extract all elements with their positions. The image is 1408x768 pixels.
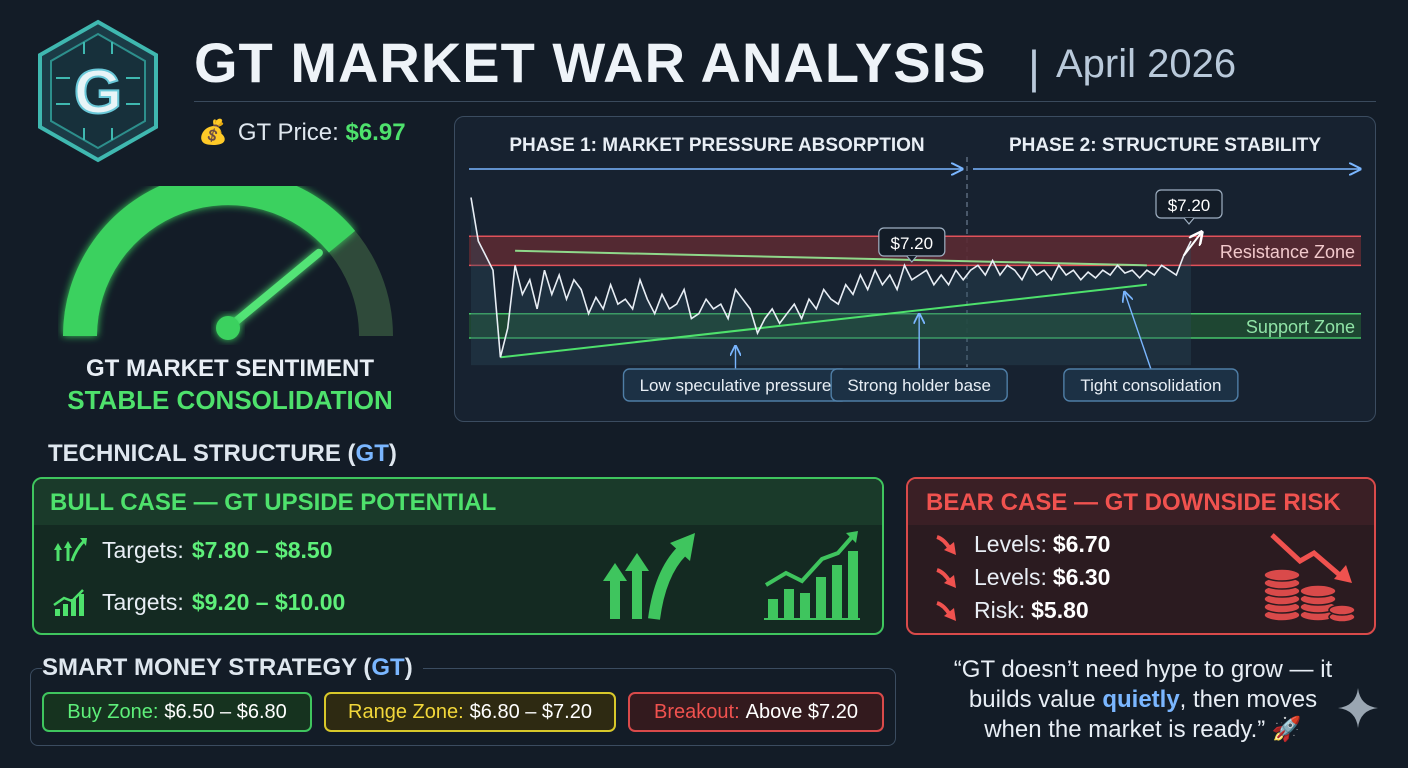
title-divider xyxy=(194,101,1376,102)
bull-case-card: BULL CASE — GT UPSIDE POTENTIAL Targets:… xyxy=(32,477,884,635)
bear-level-row: Levels: $6.70 xyxy=(934,531,1110,558)
bear-case-title: BEAR CASE — GT DOWNSIDE RISK xyxy=(926,489,1341,516)
title-date: April 2026 xyxy=(1056,42,1237,86)
sentiment-title: GT MARKET SENTIMENT xyxy=(86,355,374,382)
bear-case-card: BEAR CASE — GT DOWNSIDE RISK Levels: $6.7… xyxy=(906,477,1376,635)
resistance-trendline xyxy=(515,249,1147,267)
buy-zone-chip: Buy Zone: $6.50 – $6.80 xyxy=(42,692,312,732)
price-chart-panel: PHASE 1: MARKET PRESSURE ABSORPTION PHASE… xyxy=(454,116,1376,422)
growing-bars-icon xyxy=(764,531,860,620)
logo-letter: G xyxy=(74,58,122,127)
price-callout-label: $7.20 xyxy=(891,234,934,253)
price-label: GT Price: xyxy=(237,119,339,146)
gt-logo: G xyxy=(38,19,158,163)
gauge-fill xyxy=(63,186,356,337)
gauge-hub xyxy=(216,316,240,340)
trend-up-arrows-icon xyxy=(54,538,87,562)
page-title: GT MARKET WAR ANALYSIS xyxy=(194,31,987,94)
money-bag-icon: 💰 xyxy=(198,119,228,146)
bull-case-header xyxy=(34,479,882,525)
price-line xyxy=(470,197,1192,358)
strategy-title: SMART MONEY STRATEGY (GT) xyxy=(42,654,423,682)
price-value: $6.97 xyxy=(345,119,406,146)
sentiment-gauge xyxy=(63,186,393,340)
price-callout-pointer xyxy=(1183,217,1195,225)
bull-case-title: BULL CASE — GT UPSIDE POTENTIAL xyxy=(50,489,497,516)
price-chart: PHASE 1: MARKET PRESSURE ABSORPTION PHASE… xyxy=(469,135,1375,402)
bar-chart-up-icon xyxy=(53,589,84,616)
support-trendline xyxy=(500,283,1148,359)
bear-level-row: Levels: $6.30 xyxy=(934,564,1110,591)
annotation-label: Tight consolidation xyxy=(1080,376,1221,395)
falling-coins-icon xyxy=(1263,533,1356,623)
down-arrow-icon xyxy=(936,600,956,621)
annotation-label: Strong holder base xyxy=(847,376,991,395)
annotation-box xyxy=(830,368,1008,402)
quote: “GT doesn’t need hype to grow — it build… xyxy=(953,656,1333,743)
breakout-chip: Breakout: Above $7.20 xyxy=(628,692,884,732)
resistance-zone-label: Resistance Zone xyxy=(1220,242,1355,262)
price-area xyxy=(471,197,1191,366)
strategy-panel xyxy=(30,668,896,746)
gauge-needle xyxy=(224,248,323,332)
sentiment-status: STABLE CONSOLIDATION xyxy=(67,385,393,415)
title-separator: | xyxy=(1028,41,1040,93)
annotation-pointer xyxy=(1125,293,1152,370)
price-callout-label: $7.20 xyxy=(1168,196,1211,215)
breakout-arrow xyxy=(1182,233,1201,257)
bear-level-row: Risk: $5.80 xyxy=(934,597,1089,624)
sparkle-icon xyxy=(1338,688,1378,728)
down-arrow-icon xyxy=(936,567,956,588)
technical-structure-title: TECHNICAL STRUCTURE (GT) xyxy=(48,440,397,467)
phase-1-label: PHASE 1: MARKET PRESSURE ABSORPTION xyxy=(509,135,924,156)
bull-target-row: Targets: $9.20 – $10.00 xyxy=(52,587,345,617)
price-callout-pointer xyxy=(906,255,918,263)
annotation-box xyxy=(1063,368,1239,402)
phase-2-label: PHASE 2: STRUCTURE STABILITY xyxy=(1009,135,1321,156)
annotation-label: Low speculative pressure xyxy=(640,376,832,395)
growth-arrows-icon xyxy=(603,533,695,620)
price-readout: 💰 GT Price: $6.97 xyxy=(198,118,406,147)
down-arrow-icon xyxy=(936,534,956,555)
bear-case-header xyxy=(908,479,1374,525)
bull-target-row: Targets: $7.80 – $8.50 xyxy=(52,535,333,565)
support-zone-label: Support Zone xyxy=(1246,317,1355,337)
range-zone-chip: Range Zone: $6.80 – $7.20 xyxy=(324,692,616,732)
